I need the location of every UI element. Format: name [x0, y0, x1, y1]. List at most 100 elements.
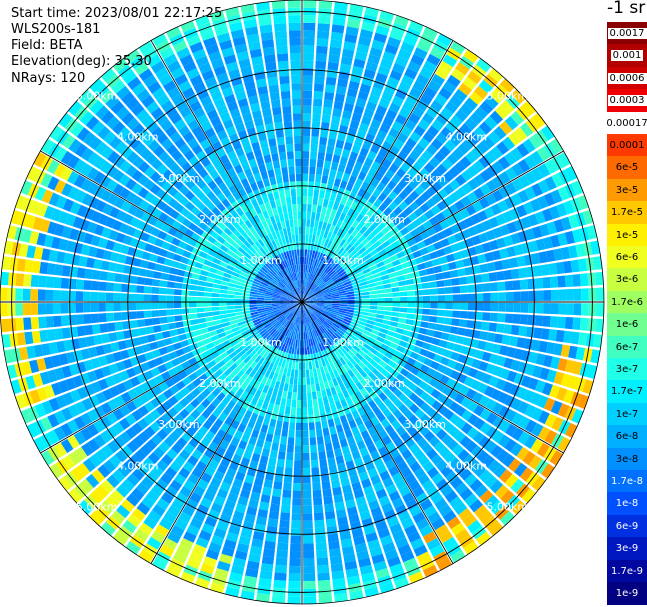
ppi-cell — [276, 136, 285, 146]
ppi-cell — [43, 356, 54, 370]
ppi-cell — [361, 308, 370, 313]
ppi-cell — [158, 302, 167, 309]
ppi-cell — [359, 317, 368, 323]
ppi-cell — [166, 302, 174, 309]
ppi-cell — [271, 319, 279, 326]
ppi-cell — [254, 241, 262, 249]
ppi-cell — [238, 361, 247, 370]
ppi-cell — [88, 196, 100, 209]
ppi-cell — [290, 188, 296, 197]
ppi-cell — [340, 538, 353, 548]
ppi-cell — [299, 324, 301, 333]
ppi-cell — [328, 379, 335, 388]
ppi-cell — [140, 232, 150, 242]
ppi-cell — [295, 166, 302, 174]
ppi-cell — [298, 234, 302, 242]
ppi-cell — [125, 178, 137, 191]
ppi-cell — [343, 102, 354, 113]
ppi-cell — [292, 272, 296, 281]
ppi-cell — [489, 312, 498, 322]
ppi-cell — [309, 346, 313, 355]
ppi-cell — [165, 378, 175, 388]
ppi-cell — [382, 278, 391, 285]
ppi-cell — [134, 249, 144, 259]
ppi-cell — [279, 326, 286, 334]
ppi-cell — [545, 342, 556, 355]
ppi-cell — [134, 449, 147, 462]
ppi-cell — [351, 375, 360, 385]
ppi-cell — [228, 245, 238, 253]
ppi-cell — [440, 238, 450, 248]
ppi-cell — [467, 226, 478, 237]
ppi-cell — [384, 364, 394, 373]
ppi-cell — [232, 115, 243, 126]
ppi-cell — [272, 106, 282, 116]
ppi-cell — [89, 489, 104, 504]
ppi-cell — [231, 210, 240, 220]
ppi-cell — [340, 196, 348, 206]
ppi-cell — [463, 541, 479, 555]
ppi-cell — [244, 426, 253, 436]
ppi-cell — [505, 167, 518, 181]
ppi-cell — [391, 311, 400, 317]
ppi-cell — [473, 417, 486, 430]
ppi-cell — [400, 335, 410, 343]
ppi-cell — [354, 231, 363, 240]
ppi-cell — [408, 479, 421, 492]
ppi-cell — [259, 286, 267, 291]
ppi-cell — [159, 280, 168, 288]
ppi-cell — [405, 253, 415, 261]
ppi-cell — [313, 310, 321, 317]
ppi-cell — [361, 115, 372, 126]
ppi-cell — [337, 349, 345, 357]
ppi-cell — [212, 283, 221, 289]
ppi-cell — [198, 168, 209, 179]
ppi-cell — [80, 178, 93, 192]
ppi-cell — [260, 563, 274, 573]
ppi-cell — [207, 383, 217, 393]
ppi-cell — [430, 205, 441, 216]
ppi-cell — [264, 303, 272, 306]
ppi-cell — [400, 296, 408, 302]
ppi-cell — [178, 370, 188, 380]
ppi-cell — [129, 217, 141, 228]
ppi-cell — [240, 178, 250, 188]
ppi-cell — [80, 412, 93, 426]
ppi-cell — [258, 16, 272, 26]
ppi-cell — [400, 353, 410, 362]
ppi-cell — [245, 393, 254, 403]
ppi-cell — [200, 436, 211, 448]
ppi-cell — [295, 339, 298, 347]
ppi-cell — [365, 275, 374, 281]
ppi-cell — [335, 455, 345, 465]
ppi-cell — [241, 433, 250, 443]
ppi-cell — [366, 245, 376, 253]
ppi-cell — [83, 359, 94, 372]
ppi-cell — [244, 219, 253, 229]
ppi-cell — [106, 474, 120, 488]
ppi-cell — [320, 473, 330, 483]
ppi-cell — [311, 467, 320, 476]
instrument-text: WLS200s-181 — [11, 22, 101, 37]
ppi-cell — [274, 381, 281, 390]
ppi-cell — [160, 272, 169, 281]
ppi-cell — [409, 265, 419, 273]
ppi-cell — [291, 90, 302, 99]
ppi-cell — [61, 327, 71, 339]
ppi-cell — [313, 321, 319, 329]
ppi-cell — [424, 209, 435, 220]
ppi-cell — [196, 285, 205, 292]
ppi-cell — [338, 288, 346, 293]
ppi-cell — [329, 192, 337, 202]
range-ring-label: 2.00km — [199, 377, 241, 390]
ppi-cell — [213, 123, 225, 134]
ppi-cell — [249, 48, 262, 59]
ppi-cell — [138, 431, 150, 443]
ppi-cell — [434, 93, 448, 106]
ppi-cell — [343, 363, 351, 372]
ppi-cell — [329, 39, 343, 49]
colorbar-label: 1e-7 — [615, 408, 639, 420]
ppi-cell — [455, 418, 467, 430]
ppi-cell — [489, 500, 504, 515]
ppi-cell — [315, 421, 322, 430]
